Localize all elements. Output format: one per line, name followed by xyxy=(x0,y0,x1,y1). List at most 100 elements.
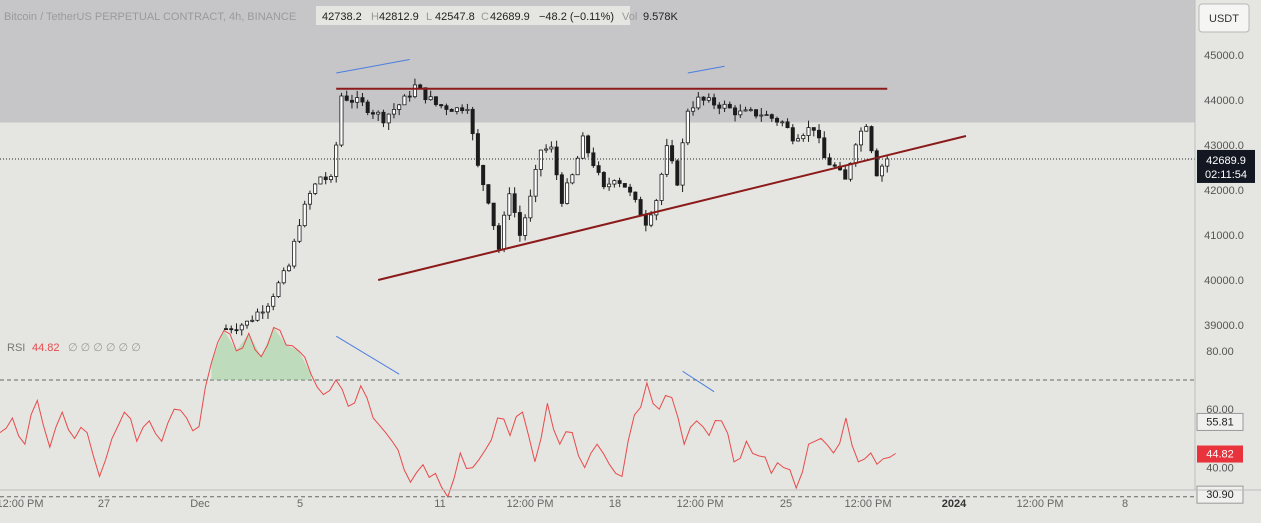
candle-down xyxy=(596,165,601,173)
time-tick: Dec xyxy=(190,498,210,510)
candle-down xyxy=(512,193,517,213)
candle-up xyxy=(292,240,297,267)
candle-up xyxy=(302,203,307,227)
candle-up xyxy=(544,148,549,151)
ohlc-high-label: H xyxy=(371,11,379,23)
candle-down xyxy=(643,214,648,226)
candle-down xyxy=(675,160,680,186)
time-tick: 12:00 PM xyxy=(676,498,723,510)
candle-down xyxy=(638,199,643,216)
time-tick: 12:00 PM xyxy=(506,498,553,510)
candle-down xyxy=(822,137,827,159)
candle-down xyxy=(439,104,444,107)
candle-up xyxy=(691,107,696,112)
candle-up xyxy=(391,109,396,115)
candle-down xyxy=(827,157,832,166)
candle-down xyxy=(486,184,491,204)
ohlc-open: 42738.2 xyxy=(322,11,362,23)
rsi-label: RSI xyxy=(7,342,25,354)
candle-down xyxy=(843,169,848,180)
candle-up xyxy=(465,108,470,112)
candle-down xyxy=(470,108,475,135)
rsi-tick: 80.00 xyxy=(1206,346,1234,358)
currency-button[interactable] xyxy=(1198,3,1250,33)
candle-up xyxy=(575,157,580,176)
candle-up xyxy=(853,144,858,164)
candle-up xyxy=(328,176,333,181)
candle-down xyxy=(407,95,412,98)
candle-down xyxy=(559,174,564,204)
rsi-divergence-line[interactable] xyxy=(335,335,400,375)
candle-up xyxy=(307,193,312,205)
rsi-overbought-fill xyxy=(211,327,311,380)
candle-up xyxy=(696,96,701,109)
ohlc-close-label: C xyxy=(481,11,489,23)
candle-up xyxy=(738,110,743,116)
candle-down xyxy=(496,225,501,250)
candle-up xyxy=(612,180,617,185)
candle-up xyxy=(664,145,669,175)
rsi-upper-label xyxy=(1196,412,1244,431)
candle-down xyxy=(449,109,454,112)
symbol-legend: Bitcoin / TetherUS PERPETUAL CONTRACT, 4… xyxy=(4,6,679,25)
time-tick: 12:00 PM xyxy=(844,498,891,510)
candle-down xyxy=(733,107,738,116)
candle-down xyxy=(617,180,622,184)
candle-up xyxy=(801,135,806,140)
rsi-divergence-line[interactable] xyxy=(682,370,715,393)
rsi-value: 44.82 xyxy=(32,342,60,354)
candle-down xyxy=(481,164,486,186)
price-tick: 39000.0 xyxy=(1204,320,1244,332)
candle-up xyxy=(759,114,764,117)
candle-down xyxy=(869,126,874,152)
candle-down xyxy=(491,202,496,227)
candle-down xyxy=(817,129,822,139)
candle-up xyxy=(260,311,265,314)
candle-down xyxy=(475,133,480,166)
candle-up xyxy=(848,162,853,180)
rsi-upper-value: 55.81 xyxy=(1206,416,1234,428)
candle-up xyxy=(659,173,664,201)
candle-up xyxy=(570,174,575,184)
candle-up xyxy=(528,195,533,219)
candle-down xyxy=(444,105,449,110)
time-tick: 27 xyxy=(98,498,110,510)
candle-down xyxy=(418,84,423,89)
candle-down xyxy=(234,329,239,332)
price-divergence-line[interactable] xyxy=(336,59,410,74)
candle-up xyxy=(649,214,654,226)
bar-countdown: 02:11:54 xyxy=(1205,169,1247,181)
rsi-tick: 40.00 xyxy=(1206,463,1234,475)
candle-down xyxy=(670,145,675,162)
candle-up xyxy=(386,113,391,124)
candle-down xyxy=(775,117,780,123)
candle-down xyxy=(769,114,774,119)
candle-up xyxy=(538,149,543,170)
candle-down xyxy=(423,87,428,101)
candle-down xyxy=(701,96,706,101)
price-tick: 43000.0 xyxy=(1204,140,1244,152)
candle-down xyxy=(365,101,370,113)
candle-up xyxy=(355,97,360,103)
candle-up xyxy=(864,126,869,132)
last-price-label xyxy=(1197,149,1255,183)
candle-down xyxy=(349,99,354,103)
trend-line-ascending-support[interactable] xyxy=(377,135,967,281)
rsi-line xyxy=(0,326,896,498)
candle-up xyxy=(265,305,270,313)
rsi-pane xyxy=(0,326,1195,498)
time-tick: 18 xyxy=(609,498,621,510)
candle-down xyxy=(811,127,816,131)
candle-up xyxy=(806,127,811,136)
time-axis[interactable]: 12:00 PM 27 Dec 5 11 12:00 PM 18 12:00 PM 25 12:0… xyxy=(0,498,1128,510)
candle-down xyxy=(323,176,328,181)
candle-up xyxy=(607,183,612,188)
price-divergence-line[interactable] xyxy=(687,65,725,74)
price-tick: 44000.0 xyxy=(1204,95,1244,107)
candle-down xyxy=(433,96,438,105)
price-tick: 41000.0 xyxy=(1204,230,1244,242)
price-scale[interactable] xyxy=(1195,0,1261,518)
